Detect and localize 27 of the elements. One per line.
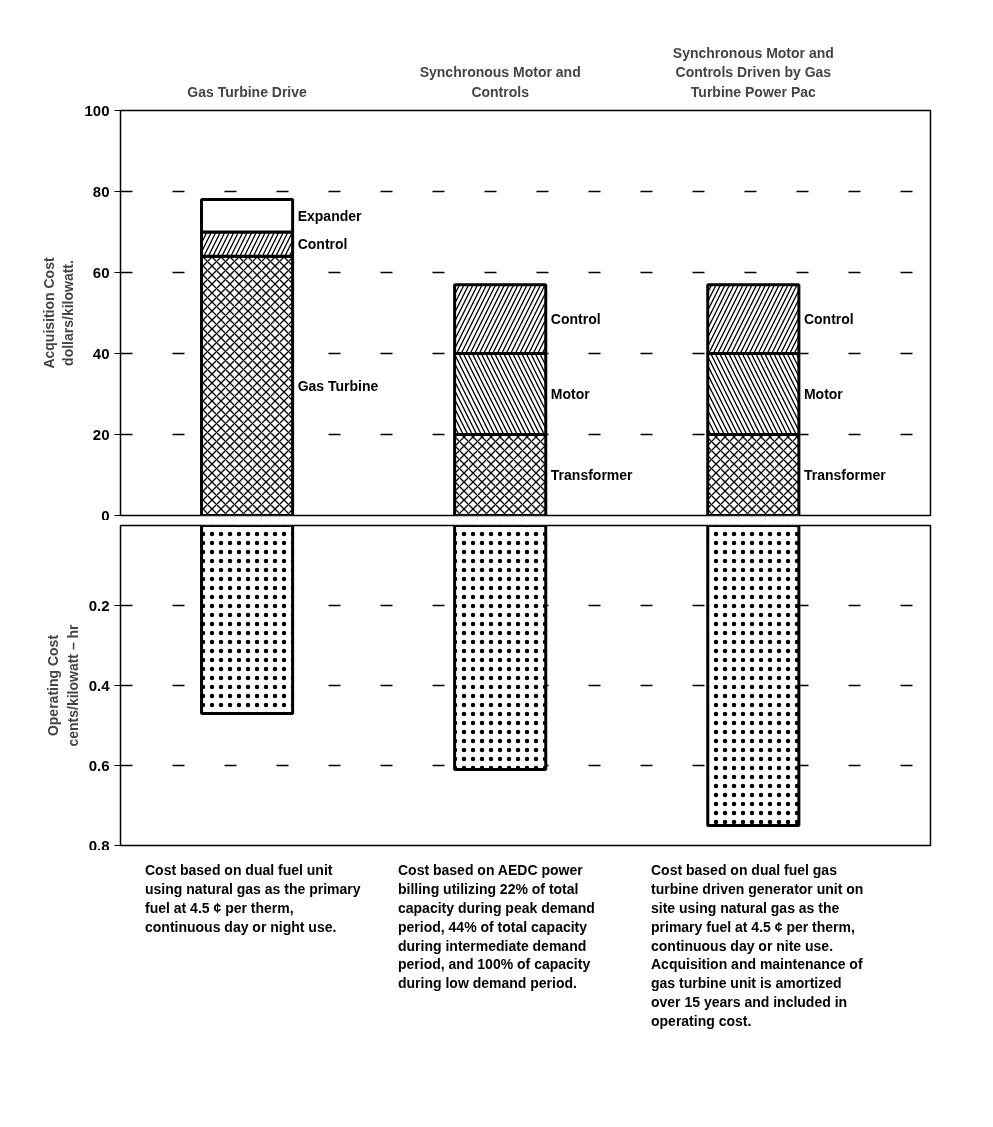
x-tick-label: Gas Turbine Drive [187,83,308,100]
text: Motor [803,386,843,402]
text: Transformer [803,467,886,483]
text: Control [803,311,854,328]
text: Cost based on dual fuel unit using natural gas as the primary fuel at 4.5 ¢ per therm, continuous day or night use. [144,861,362,937]
y-tick-label: 0.6 [88,756,110,774]
series-label: Gas Turbine [297,377,379,394]
series-label: Expander [297,207,363,224]
y-tick-label: 0.8 [88,836,110,854]
y-tick-label: 80 [92,182,110,200]
y-axis-title: Acquisition Cost dollars/kilowatt. [41,257,77,369]
y-tick-label: 40 [92,344,110,362]
text: Control [297,236,348,253]
y-tick-label: 20 [92,425,110,443]
y-tick-label: 100 [84,101,110,119]
y-tick-label: 0.2 [88,596,110,614]
text: Cost based on dual fuel gas turbine driven generator unit on site using natural gas as the primary fuel at 4.5 ¢ per therm, continuous day or nite use. Acquisition and maintenance of gas turbine unit is amortized over 15 years and included in operating cost. [651,862,864,1030]
y-tick-label: 60 [92,263,110,281]
y-tick-label: 0 [101,506,110,524]
series-label: Control [550,311,601,328]
x-tick-label: Synchronous Motor and Controls Driven by Gas Turbine Power Pac [672,45,834,100]
text: Cost based on AEDC power billing utilizing 22% of total capacity during peak demand period, 44% of total capacity during intermediate demand period, and 100% of capacity during low demand period. [397,861,596,994]
x-tick-label: Synchronous Motor and Controls [419,64,581,100]
y-tick-label: 0.4 [88,676,111,694]
series-label: Motor [550,386,591,402]
series-label: Transformer [550,467,634,483]
y-axis-title: Operating Cost cents/kilowatt – hr [45,623,81,747]
